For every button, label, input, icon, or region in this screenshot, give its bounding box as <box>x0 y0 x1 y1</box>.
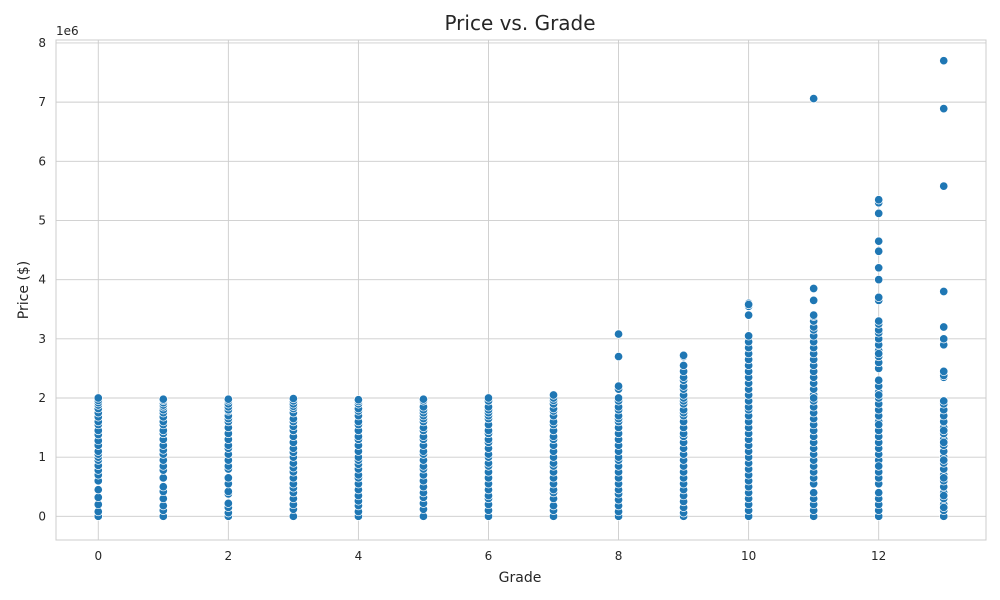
data-point <box>939 491 949 501</box>
data-point <box>158 394 168 404</box>
data-point <box>548 390 559 400</box>
data-point <box>939 181 949 191</box>
data-point <box>874 420 884 430</box>
data-point <box>874 275 884 285</box>
data-point <box>874 263 884 273</box>
y-tick-label: 6 <box>38 154 46 168</box>
data-point <box>939 502 949 513</box>
x-tick-label: 8 <box>615 549 623 563</box>
data-point <box>223 486 233 497</box>
x-tick-label: 4 <box>355 549 363 563</box>
data-point <box>939 104 949 114</box>
y-tick-label: 0 <box>38 509 46 523</box>
data-point <box>744 331 754 341</box>
data-point <box>939 322 949 332</box>
data-point <box>874 246 884 256</box>
data-point <box>158 473 168 483</box>
data-point <box>874 349 884 359</box>
data-point <box>874 316 884 326</box>
x-tick-label: 2 <box>225 549 233 563</box>
x-axis-ticks: 0 2 4 6 8 10 12 <box>94 549 886 563</box>
y-tick-label: 3 <box>38 332 46 346</box>
y-axis-ticks: 0 1 2 3 4 5 6 7 8 <box>38 36 46 523</box>
data-point <box>614 381 624 391</box>
data-point <box>939 334 949 344</box>
y-tick-label: 4 <box>38 273 46 287</box>
data-point <box>679 350 689 360</box>
data-points <box>93 56 949 521</box>
data-point <box>874 375 884 385</box>
x-tick-label: 10 <box>741 549 756 563</box>
data-point <box>223 473 233 483</box>
x-tick-label: 12 <box>871 549 886 563</box>
data-point <box>744 299 754 310</box>
plot-area <box>55 39 987 541</box>
y-tick-label: 8 <box>38 36 46 50</box>
data-point <box>614 329 624 339</box>
data-point <box>939 425 949 436</box>
data-point <box>158 482 168 492</box>
data-point <box>809 310 819 320</box>
data-point <box>939 473 949 483</box>
data-point <box>418 394 428 404</box>
data-point <box>874 208 884 218</box>
chart-title: Price vs. Grade <box>444 11 595 35</box>
data-point <box>614 393 624 403</box>
y-tick-label: 1 <box>38 450 46 464</box>
data-point <box>874 390 884 400</box>
data-point <box>679 360 689 370</box>
data-point <box>939 396 949 406</box>
data-point <box>809 295 819 305</box>
data-point <box>809 393 819 403</box>
y-tick-label: 5 <box>38 213 46 227</box>
y-axis-offset-label: 1e6 <box>56 24 79 38</box>
data-point <box>744 310 754 320</box>
data-point <box>939 437 949 447</box>
data-point <box>874 195 884 205</box>
data-point <box>223 394 233 404</box>
data-point <box>939 366 949 376</box>
data-point <box>809 283 819 294</box>
data-point <box>614 352 624 362</box>
grid <box>56 40 986 540</box>
data-point <box>874 236 884 246</box>
data-point <box>288 394 298 404</box>
data-point <box>223 498 233 508</box>
x-tick-label: 6 <box>485 549 493 563</box>
data-point <box>874 488 884 498</box>
x-axis-label: Grade <box>499 570 542 586</box>
data-point <box>874 292 884 302</box>
x-tick-label: 0 <box>94 549 102 563</box>
data-point <box>93 492 103 502</box>
data-point <box>93 393 103 403</box>
y-tick-label: 7 <box>38 95 46 109</box>
data-point <box>353 395 363 405</box>
data-point <box>939 455 949 465</box>
data-point <box>809 488 819 498</box>
data-point <box>483 393 494 403</box>
data-point <box>939 56 949 66</box>
y-tick-label: 2 <box>38 391 46 405</box>
data-point <box>939 286 949 297</box>
y-axis-label: Price ($) <box>16 261 32 319</box>
data-point <box>93 485 103 495</box>
data-point <box>809 94 819 104</box>
data-point <box>874 461 884 471</box>
